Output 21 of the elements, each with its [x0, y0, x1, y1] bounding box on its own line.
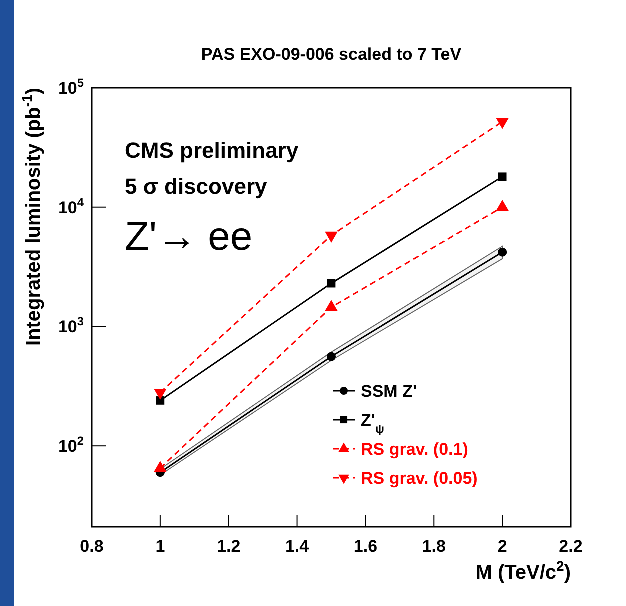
y-tick-label: 10$^{4}$: [58, 195, 84, 218]
y-tick-label: 10$^{5}$: [58, 76, 84, 98]
x-tick-label: 1.8: [422, 537, 446, 556]
x-tick-label: 1.4: [285, 537, 310, 556]
x-tick-label: 2.2: [559, 537, 583, 556]
y-tick-label: 10$^{3}$: [58, 314, 84, 337]
legend-label: SSM Z': [361, 382, 417, 401]
x-tick-label: 1.6: [354, 537, 378, 556]
legend-label: RS grav. (0.05): [361, 469, 478, 488]
x-axis-title: M (TeV/c$^{2}$): [476, 558, 571, 584]
annotation: 5 σ discovery: [125, 174, 268, 199]
x-tick-label: 1.2: [217, 537, 241, 556]
x-tick-label: 0.8: [80, 537, 104, 556]
annotation: Z'→ ee: [125, 215, 253, 259]
legend-label: Z'$_{ψ}$: [361, 411, 384, 436]
x-tick-label: 1: [156, 537, 166, 556]
chart-title: PAS EXO-09-006 scaled to 7 TeV: [201, 45, 462, 64]
annotation: CMS preliminary: [125, 138, 300, 163]
x-tick-label: 2: [498, 537, 508, 556]
legend-label: RS grav. (0.1): [361, 440, 468, 459]
y-tick-label: 10$^{2}$: [58, 434, 84, 456]
